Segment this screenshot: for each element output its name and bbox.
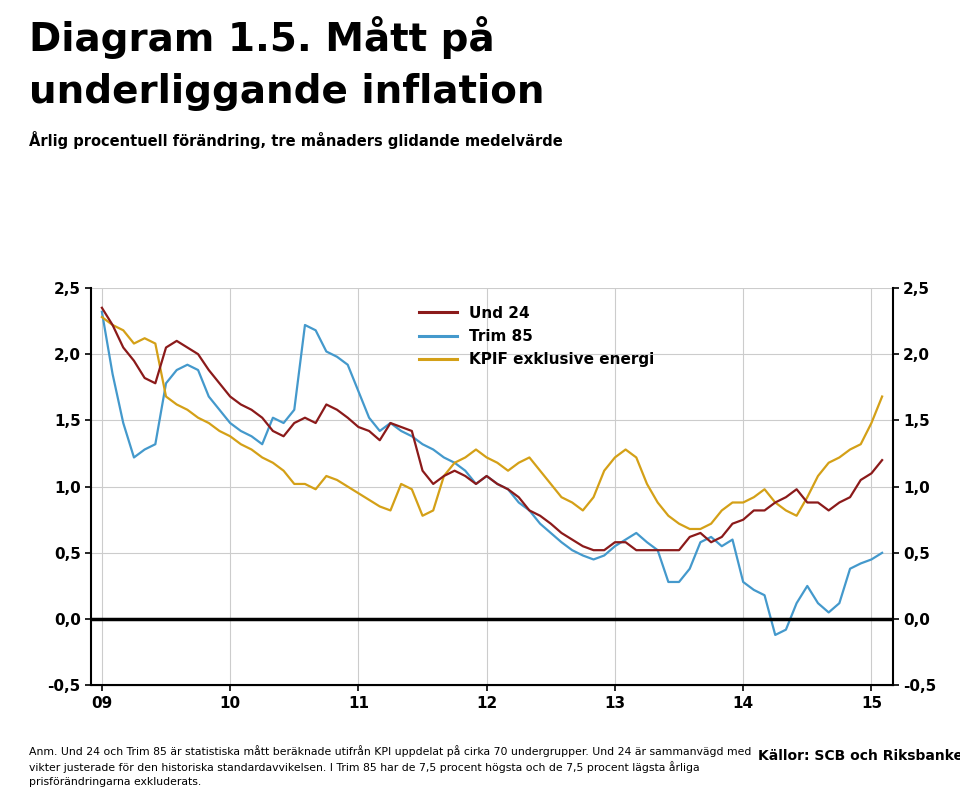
Text: underliggande inflation: underliggande inflation: [29, 73, 544, 111]
Text: Diagram 1.5. Mått på: Diagram 1.5. Mått på: [29, 16, 494, 59]
Text: Årlig procentuell förändring, tre månaders glidande medelvärde: Årlig procentuell förändring, tre månade…: [29, 131, 563, 149]
Text: ♛  ♛  ♛: ♛ ♛ ♛: [881, 36, 920, 45]
Text: RIKSBANK: RIKSBANK: [871, 148, 930, 158]
Text: SVERIGES: SVERIGES: [872, 127, 929, 138]
Text: Källor: SCB och Riksbanken: Källor: SCB och Riksbanken: [758, 749, 960, 763]
Legend: Und 24, Trim 85, KPIF exklusive energi: Und 24, Trim 85, KPIF exklusive energi: [413, 299, 660, 374]
Text: Anm. Und 24 och Trim 85 är statistiska mått beräknade utifrån KPI uppdelat på ci: Anm. Und 24 och Trim 85 är statistiska m…: [29, 745, 751, 787]
Text: ⊗: ⊗: [888, 67, 913, 96]
